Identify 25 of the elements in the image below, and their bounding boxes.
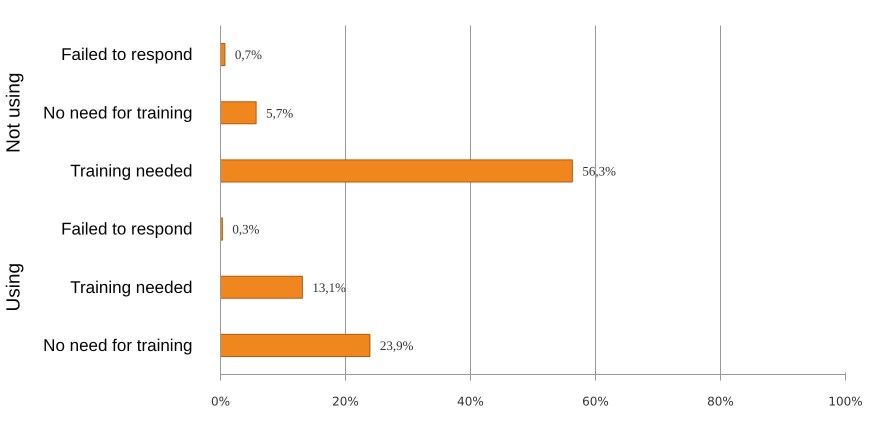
text: Not using	[4, 72, 24, 153]
data-label: 0,7%	[234, 47, 262, 62]
y-tick-label: Failed to respond	[61, 45, 193, 64]
x-tick-label: 80%	[707, 394, 734, 408]
data-label: 13,1%	[312, 280, 346, 295]
x-tick-label: 60%	[582, 394, 609, 408]
y-tick-label: No need for training	[43, 103, 193, 122]
bar	[220, 43, 226, 66]
y-tick-label: No need for training	[43, 336, 193, 355]
data-label: 5,7%	[266, 105, 294, 120]
y-tick-label: Failed to respond	[61, 220, 193, 239]
bar	[220, 159, 573, 182]
data-label: 56,3%	[582, 163, 616, 178]
x-tick-label: 100%	[828, 394, 863, 408]
bar	[220, 334, 370, 357]
bar	[220, 101, 257, 124]
x-tick-label: 20%	[332, 394, 359, 408]
x-tick-label: 40%	[457, 394, 484, 408]
y-tick-label: Training needed	[70, 278, 193, 297]
y-tick-label: Training needed	[70, 161, 193, 180]
data-label: 23,9%	[380, 338, 414, 353]
bar	[220, 276, 303, 299]
data-label: 0,3%	[232, 222, 260, 237]
x-tick-label: 0%	[210, 394, 230, 408]
text: Using	[4, 262, 24, 312]
